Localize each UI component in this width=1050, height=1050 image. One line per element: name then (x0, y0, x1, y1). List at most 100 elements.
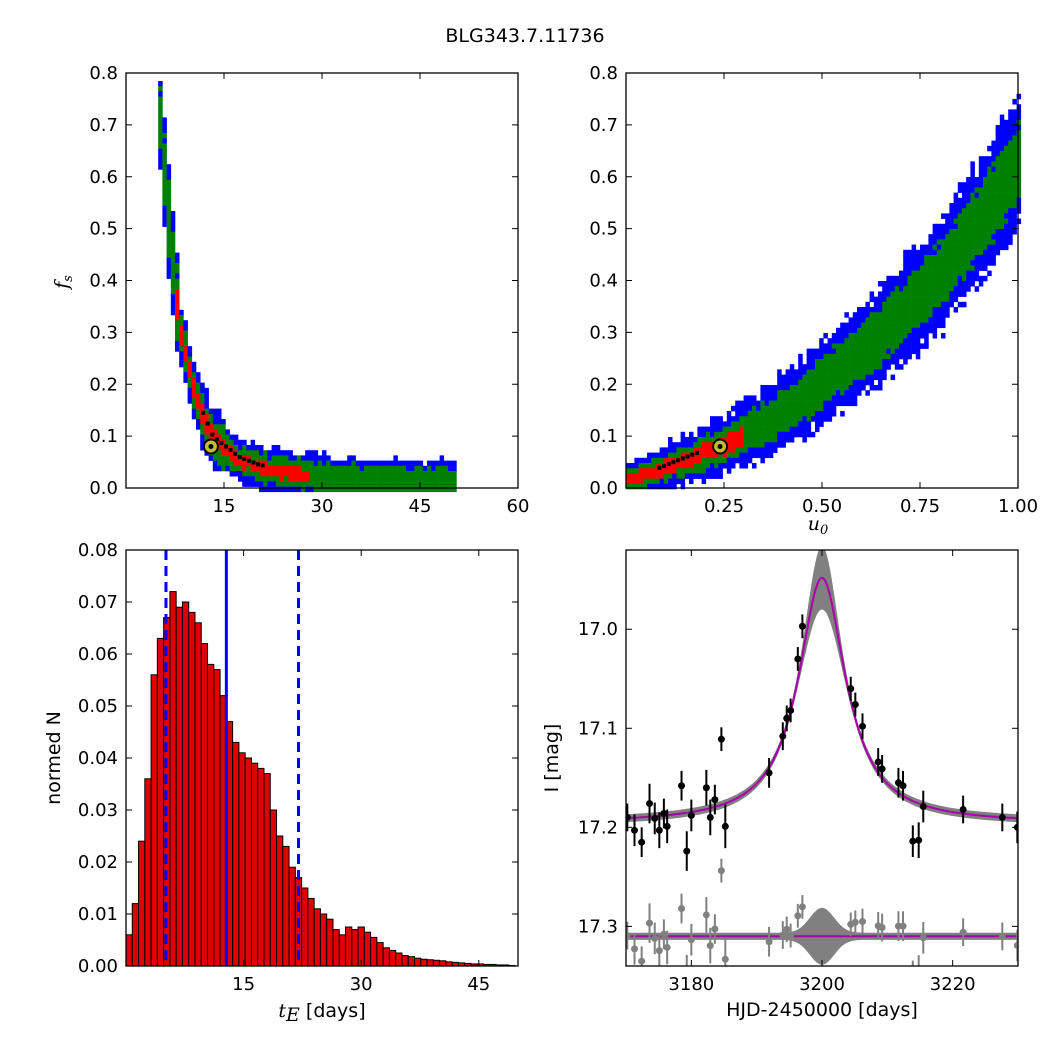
density-cell (233, 455, 239, 461)
data-point (687, 811, 695, 819)
density-cell (221, 455, 226, 461)
density-cell (798, 369, 803, 375)
density-cell (848, 390, 854, 396)
density-cell (911, 322, 917, 329)
density-cell (932, 260, 938, 266)
density-cell (225, 439, 230, 446)
density-cell (936, 244, 942, 251)
density-cell (259, 471, 264, 477)
density-cell (225, 465, 230, 472)
density-cell (941, 265, 946, 271)
density-cell (242, 465, 247, 472)
y-tick-label: 0.08 (78, 540, 118, 561)
density-cell (1012, 125, 1017, 131)
density-cell (170, 273, 176, 279)
density-cell (815, 364, 820, 370)
data-point (721, 822, 729, 830)
density-cell (831, 338, 837, 344)
density-cell (831, 390, 837, 396)
density-cell (735, 421, 740, 427)
density-cell (920, 286, 925, 292)
density-cell (953, 307, 959, 313)
density-cell (924, 255, 929, 261)
density-cell (970, 265, 975, 271)
density-cell (179, 341, 184, 347)
density-cell (668, 442, 673, 448)
density-cell (731, 452, 736, 459)
density-cell (760, 421, 765, 427)
density-cell (322, 460, 327, 467)
data-point (998, 813, 1006, 821)
density-cell (945, 244, 950, 251)
density-cell (663, 452, 669, 459)
density-cell (676, 447, 681, 453)
density-cell (196, 398, 201, 404)
density-cell (689, 478, 694, 485)
density-cell (1008, 223, 1013, 230)
density-cell (435, 471, 440, 477)
density-cell (936, 260, 942, 266)
density-cell (187, 398, 193, 404)
histogram-bar (194, 622, 202, 967)
density-cell (991, 234, 996, 240)
density-cell (928, 249, 933, 256)
density-cell (962, 301, 967, 308)
density-cell (1016, 114, 1022, 121)
histogram-bar (169, 591, 177, 967)
density-cell (978, 229, 984, 235)
density-cell (1012, 182, 1017, 188)
density-cell (873, 327, 879, 334)
histogram-bar (407, 956, 416, 967)
density-cell (731, 421, 736, 427)
density-cell (991, 255, 996, 261)
histogram-bar (175, 606, 183, 967)
density-cell (191, 387, 197, 394)
density-cell (789, 385, 795, 391)
density-cell (309, 450, 314, 456)
density-cell (166, 169, 172, 175)
density-cell (785, 421, 791, 427)
density-cell (1012, 145, 1017, 152)
density-cell (714, 468, 719, 474)
density-cell (680, 431, 686, 438)
density-cell (175, 304, 180, 311)
density-cell (389, 460, 394, 467)
density-cell (693, 473, 698, 479)
density-cell (414, 465, 419, 472)
density-cell (175, 330, 180, 337)
density-cell (957, 301, 963, 308)
density-cell (983, 182, 988, 188)
density-cell (869, 322, 875, 329)
density-cell (175, 341, 180, 347)
density-cell (756, 426, 761, 433)
density-cell (802, 426, 807, 433)
density-cell (882, 343, 887, 349)
density-cell (1004, 151, 1009, 157)
density-cell (941, 281, 946, 287)
density-cell (680, 447, 686, 453)
density-cell (978, 208, 984, 214)
density-cell (882, 307, 887, 313)
density-cell (815, 416, 820, 422)
density-cell (334, 486, 340, 493)
density-cell (785, 385, 791, 391)
density-cell (920, 244, 925, 251)
density-cell (911, 301, 917, 308)
density-cell (380, 486, 386, 493)
density-cell (747, 411, 753, 417)
density-cell (731, 457, 736, 464)
density-cell (191, 377, 197, 383)
u0-axis-label: u0 (808, 513, 829, 538)
density-cell (983, 255, 988, 261)
density-cell (945, 239, 950, 245)
density-cell (873, 374, 879, 381)
density-cell (861, 343, 866, 349)
density-cell (945, 291, 950, 297)
density-cell (911, 312, 917, 318)
density-cell (166, 221, 172, 227)
density-cell (806, 411, 812, 417)
density-cell (233, 471, 239, 477)
density-cell (869, 385, 875, 391)
density-cell (647, 478, 652, 485)
density-cell (1012, 171, 1017, 178)
